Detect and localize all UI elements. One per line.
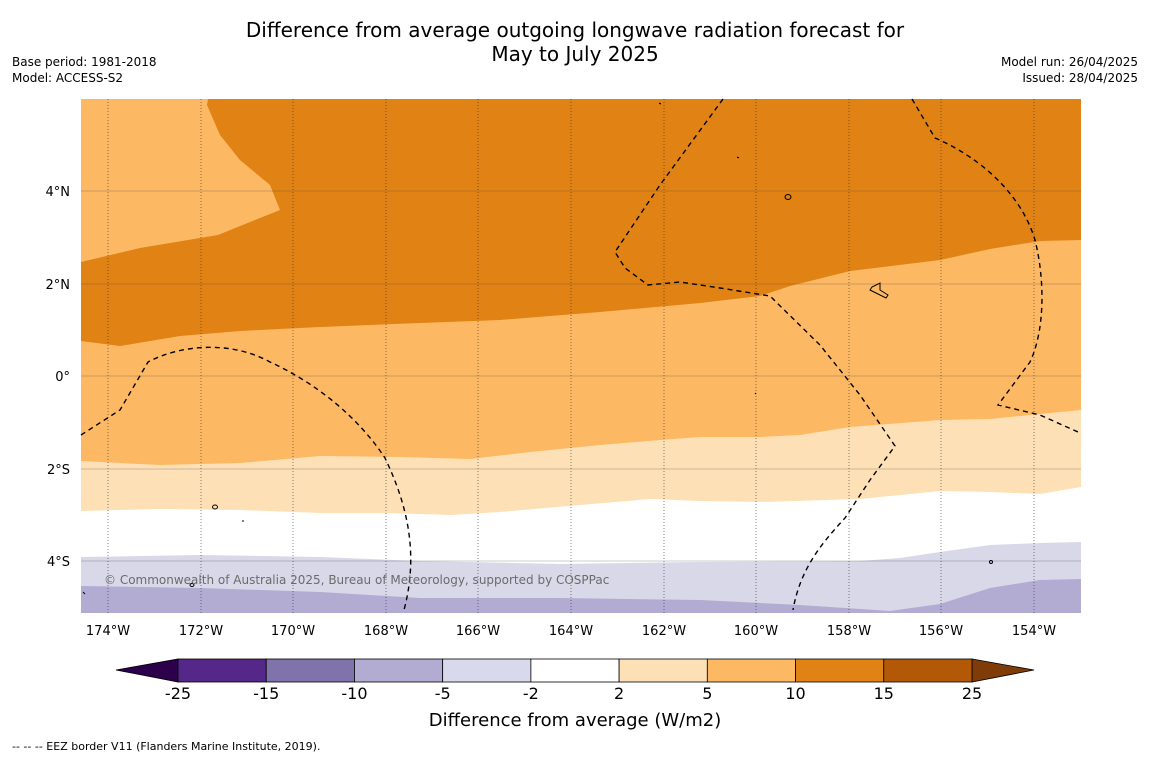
lon-label: 168°W: [364, 624, 408, 639]
colorbar-tick-label: 10: [785, 684, 805, 703]
base-period-text: Base period: 1981-2018: [12, 55, 157, 69]
colorbar-under-arrow: [115, 658, 179, 683]
colorbar-tick-label: 5: [702, 684, 712, 703]
colorbar-segment: [618, 658, 708, 683]
longitude-labels: 174°W 172°W 170°W 168°W 166°W 164°W 162°…: [86, 624, 1056, 639]
colorbar-tick-label: -2: [523, 684, 539, 703]
colorbar-tick-label: -10: [341, 684, 367, 703]
islands: [82, 102, 993, 595]
colorbar-tick-labels: -25 -15 -10 -5 -2 2 5 10 15 25: [165, 684, 982, 703]
lon-label: 164°W: [549, 624, 593, 639]
colorbar-over-arrow: [971, 658, 1035, 683]
map-panel: [81, 99, 1081, 613]
colorbar-tick-label: 15: [874, 684, 894, 703]
lon-label: 174°W: [86, 624, 130, 639]
colorbar-segment: [354, 658, 444, 683]
graticule-parallels: [81, 190, 1081, 562]
colorbar-tick-label: -5: [435, 684, 451, 703]
lon-label: 162°W: [642, 624, 686, 639]
colorbar-segment: [442, 658, 532, 683]
lon-label: 154°W: [1012, 624, 1056, 639]
colorbar-tick-label: 25: [962, 684, 982, 703]
title-line-2: May to July 2025: [491, 42, 659, 66]
colorbar-tick-label: -25: [165, 684, 191, 703]
latitude-labels: 4°N 2°N 0° 2°S 4°S: [46, 185, 71, 570]
map-title: Difference from average outgoing longwav…: [0, 18, 1150, 66]
issued-text: Issued: 28/04/2025: [1022, 71, 1138, 85]
lon-label: 170°W: [271, 624, 315, 639]
title-line-1: Difference from average outgoing longwav…: [245, 18, 905, 42]
metadata-left: Base period: 1981-2018 Model: ACCESS-S2: [12, 54, 157, 86]
colorbar-label: Difference from average (W/m2): [429, 710, 721, 731]
lat-label: 0°: [55, 370, 70, 385]
lon-label: 172°W: [179, 624, 223, 639]
colorbar-segment: [883, 658, 973, 683]
colorbar-segment: [706, 658, 796, 683]
lon-label: 160°W: [734, 624, 778, 639]
colorbar-segment: [177, 658, 267, 683]
colorbar-segments: [177, 658, 973, 683]
lon-label: 166°W: [456, 624, 500, 639]
colorbar-segment: [265, 658, 355, 683]
lat-label: 2°N: [46, 278, 71, 293]
metadata-right: Model run: 26/04/2025 Issued: 28/04/2025: [1001, 54, 1138, 86]
colorbar: -25 -15 -10 -5 -2 2 5 10 15 25 Difference from av…: [115, 658, 1035, 731]
lon-label: 156°W: [919, 624, 963, 639]
model-text: Model: ACCESS-S2: [12, 71, 124, 85]
copyright-text: © Commonwealth of Australia 2025, Bureau…: [104, 573, 609, 587]
lon-label: 158°W: [827, 624, 871, 639]
eez-legend-text: -- -- -- EEZ border V11 (Flanders Marine…: [12, 740, 321, 753]
lat-label: 4°S: [47, 555, 70, 570]
model-run-text: Model run: 26/04/2025: [1000, 55, 1138, 69]
eez-borders: [80, 98, 1079, 611]
colorbar-tick-label: 2: [614, 684, 624, 703]
colorbar-segment: [795, 658, 885, 683]
colorbar-segment: [530, 658, 620, 683]
colorbar-tick-label: -15: [253, 684, 279, 703]
lat-label: 2°S: [47, 463, 70, 478]
lat-label: 4°N: [46, 185, 71, 200]
